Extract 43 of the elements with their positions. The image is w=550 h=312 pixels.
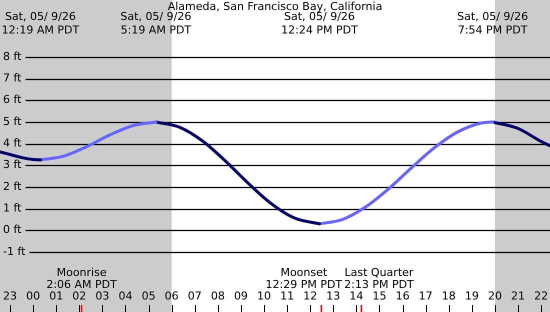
- x-tick-label: 10: [257, 289, 272, 302]
- y-tick-label: 7 ft: [3, 72, 22, 85]
- x-tick-label: 22: [534, 289, 548, 302]
- x2-tick-label: Sat, 05/ 9/26 12:24 PM PDT: [281, 10, 358, 36]
- y-tick-label: 0 ft: [3, 223, 22, 236]
- y-tick-label: 4 ft: [3, 136, 22, 150]
- x-tick-label: 23: [3, 289, 18, 302]
- y-tick-label: 2 ft: [3, 180, 22, 193]
- x2-tick-label: Sat, 05/ 9/26 12:19 AM PDT: [2, 10, 80, 36]
- y-tick-label: 8 ft: [3, 50, 22, 63]
- line-series: [38, 120, 158, 162]
- x-tick-label: 16: [396, 289, 410, 302]
- x-tick-label: 08: [210, 289, 225, 302]
- x-tick-label: 03: [95, 289, 110, 302]
- x2-tick-label: Sat, 05/ 9/26 7:54 PM PDT: [457, 10, 528, 36]
- x-tick-label: 18: [442, 289, 456, 302]
- x-tick-label: 09: [234, 289, 248, 302]
- x-tick-label: 00: [26, 289, 40, 302]
- ref-line-label: Last Quarter 2:13 PM PDT: [344, 266, 414, 291]
- x-tick-label: 14: [349, 289, 364, 302]
- x-tick-label: 19: [464, 289, 479, 302]
- x-tick-label: 20: [488, 289, 502, 302]
- y-tick-label: -1 ft: [3, 244, 26, 258]
- x-tick-label: 07: [188, 289, 202, 302]
- x-tick-label: 17: [418, 289, 433, 302]
- y-tick-label: 5 ft: [3, 114, 22, 128]
- x2-tick-label: Sat, 05/ 9/26 5:19 AM PDT: [120, 10, 192, 36]
- x-tick-label: 04: [118, 289, 132, 302]
- ref-line-label: Moonrise 2:06 AM PDT: [46, 266, 118, 291]
- x-tick-label: 12: [303, 289, 318, 302]
- x-tick-label: 06: [164, 289, 179, 302]
- x-tick-label: 05: [142, 289, 156, 302]
- chart-title: Alameda, San Francisco Bay, California: [168, 0, 382, 13]
- y-tick-label: 3 ft: [3, 158, 22, 172]
- x-tick-label: 11: [280, 289, 294, 302]
- x-tick-label: 21: [511, 289, 526, 302]
- x-tick-label: 02: [72, 289, 86, 302]
- x-tick-label: 13: [326, 289, 340, 302]
- ref-line-label: Moonset 12:29 PM PDT: [266, 266, 342, 291]
- y-tick-label: 1 ft: [3, 202, 22, 215]
- x-tick-label: 01: [49, 289, 64, 302]
- x-tick-label: 15: [372, 289, 386, 302]
- y-tick-label: 6 ft: [3, 93, 22, 106]
